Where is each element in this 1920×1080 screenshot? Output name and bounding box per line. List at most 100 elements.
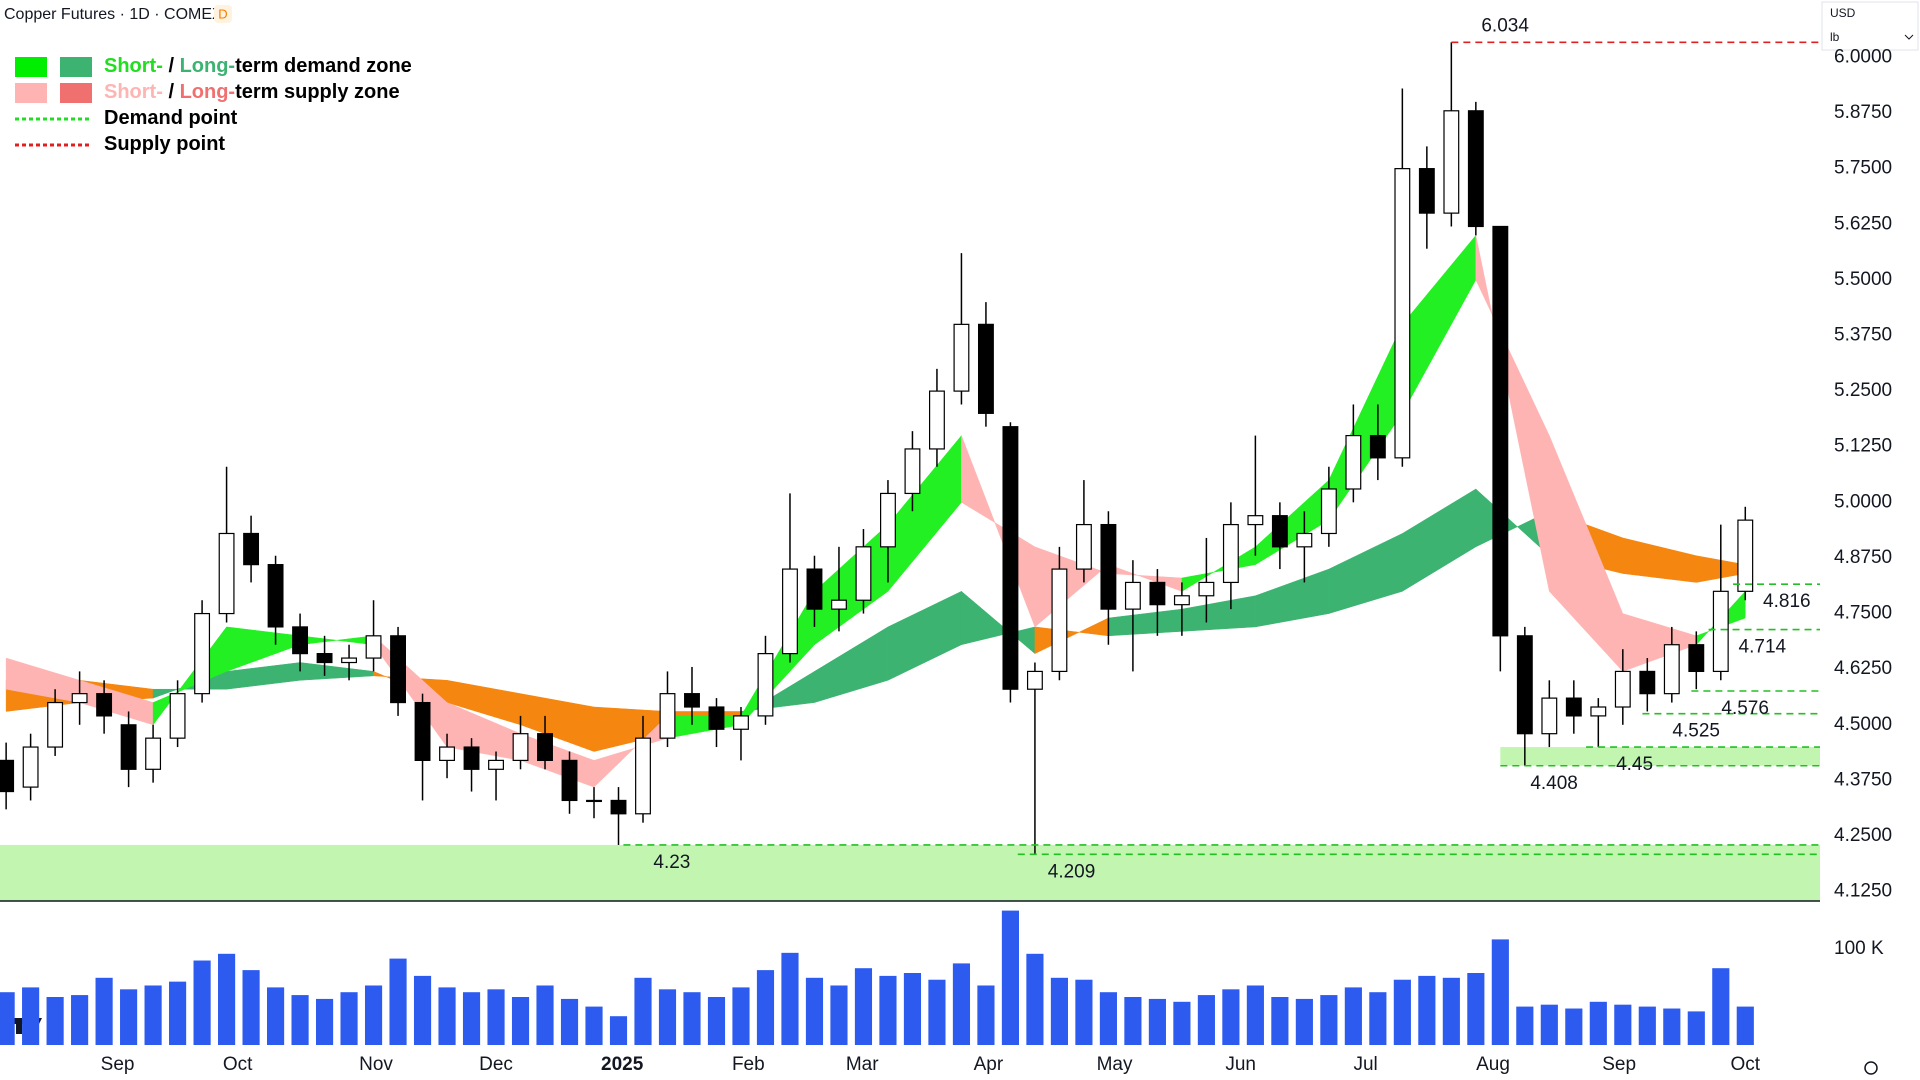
currency[interactable]: USD xyxy=(1830,6,1856,20)
volume-bar xyxy=(658,989,677,1045)
candle-body xyxy=(169,693,186,739)
volume-bar xyxy=(1197,995,1215,1045)
x-tick-label: Jul xyxy=(1353,1054,1377,1075)
chart-title: Copper Futures · 1D · COMEX xyxy=(4,6,223,23)
candle-body xyxy=(831,599,847,610)
volume-bar xyxy=(879,975,897,1045)
level-label: 4.23 xyxy=(653,852,690,873)
candle-body xyxy=(928,390,945,450)
candle-body xyxy=(1026,670,1043,690)
volume-bar xyxy=(389,958,407,1045)
volume-bar xyxy=(120,989,138,1045)
x-tick-label: Nov xyxy=(359,1054,393,1075)
volume-bar xyxy=(1687,1011,1705,1045)
candle-body xyxy=(218,532,235,615)
candle-body xyxy=(243,532,260,566)
unit-box[interactable] xyxy=(1821,1,1919,51)
x-tick-label: 2025 xyxy=(601,1054,644,1075)
x-tick-label: Jun xyxy=(1225,1054,1256,1075)
candle-body xyxy=(267,564,284,628)
volume-bar xyxy=(1369,992,1387,1045)
candle-body xyxy=(1737,519,1754,592)
candle-body xyxy=(561,759,578,802)
level-label: 4.408 xyxy=(1530,773,1578,794)
candle-body xyxy=(904,448,921,495)
candle-body xyxy=(1541,697,1558,735)
candle-body xyxy=(488,759,504,770)
legend-label: Short- / Long-term demand zone xyxy=(104,55,412,77)
legend-text: term demand zone xyxy=(235,55,412,77)
volume-bar xyxy=(291,995,309,1045)
candle-body xyxy=(1443,110,1460,214)
volume-bar xyxy=(952,963,971,1045)
volume-bar xyxy=(977,985,995,1045)
volume-bar xyxy=(585,1006,603,1045)
volume-bar xyxy=(903,973,922,1045)
candle-body xyxy=(1051,568,1068,673)
legend-text: / xyxy=(163,81,180,103)
y-tick-label: 5.2500 xyxy=(1834,380,1892,401)
level-label: 4.209 xyxy=(1048,861,1096,882)
volume-bar xyxy=(732,987,750,1045)
volume-bar xyxy=(144,985,162,1045)
candle-body xyxy=(1492,225,1509,637)
candle-body xyxy=(1149,581,1166,606)
legend-text: Supply point xyxy=(104,133,225,155)
volume-bar xyxy=(413,975,432,1045)
x-tick-label: Feb xyxy=(732,1054,765,1075)
zone xyxy=(1500,747,1820,766)
legend-text: Short- xyxy=(104,55,163,77)
unit[interactable]: lb xyxy=(1830,30,1840,44)
candle-body xyxy=(1639,670,1656,695)
x-tick-label: Sep xyxy=(101,1054,135,1075)
candle-body xyxy=(635,737,651,815)
zone xyxy=(0,844,1820,901)
candle-body xyxy=(806,568,823,610)
volume-bar xyxy=(266,987,285,1045)
volume-bar xyxy=(1467,973,1485,1045)
y-tick-label: 5.6250 xyxy=(1834,213,1892,234)
x-tick-label: May xyxy=(1097,1054,1133,1075)
volume-bar xyxy=(1026,953,1044,1045)
candle-body xyxy=(757,653,774,717)
volume-bar xyxy=(1565,1008,1583,1045)
y-tick-label: 5.5000 xyxy=(1834,269,1892,290)
volume-bar xyxy=(46,997,64,1045)
level-label: 4.714 xyxy=(1739,637,1787,658)
legend-text: Long- xyxy=(180,55,236,77)
candle-body xyxy=(1663,644,1680,695)
candle-body xyxy=(684,693,700,708)
dropdown-icon[interactable] xyxy=(1904,34,1914,40)
settings-icon[interactable] xyxy=(1864,1061,1878,1075)
legend-text: Short- xyxy=(104,81,163,103)
candle-body xyxy=(292,626,309,655)
volume-bar xyxy=(683,992,701,1045)
candle-body xyxy=(439,746,455,761)
volume-tick-label: 100 K xyxy=(1834,938,1884,959)
legend-label: Short- / Long-term supply zone xyxy=(104,81,400,103)
volume-bar xyxy=(1075,979,1093,1045)
legend-text: term supply zone xyxy=(235,81,399,103)
volume-bar xyxy=(1295,998,1313,1045)
volume-bar xyxy=(928,979,946,1045)
volume-bar xyxy=(242,970,260,1045)
volume-bar xyxy=(1001,910,1020,1045)
candle-body xyxy=(782,568,798,655)
x-tick-label: Sep xyxy=(1602,1054,1636,1075)
candle-body xyxy=(365,635,382,659)
candle-body xyxy=(1712,590,1729,673)
volume-bar xyxy=(1638,1006,1656,1045)
x-tick-label: Aug xyxy=(1476,1054,1510,1075)
volume-bar xyxy=(462,992,481,1045)
candle-body xyxy=(537,733,553,761)
level-label: 4.816 xyxy=(1763,591,1811,612)
candle-body xyxy=(733,715,749,730)
volume-bar xyxy=(1246,985,1264,1045)
candle-body xyxy=(1271,515,1288,548)
volume-bar xyxy=(560,998,579,1045)
candle-body xyxy=(341,657,358,664)
volume-bar xyxy=(1712,968,1730,1045)
